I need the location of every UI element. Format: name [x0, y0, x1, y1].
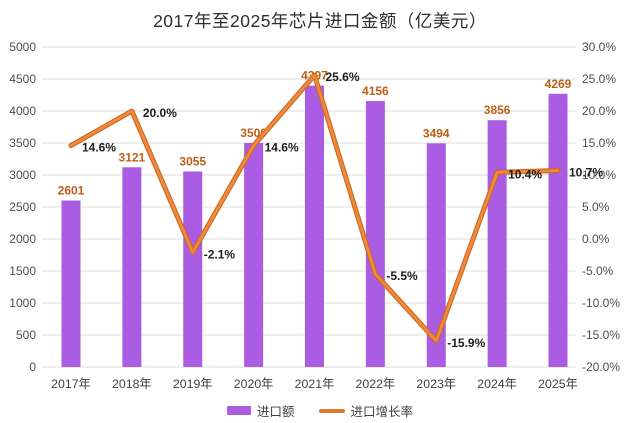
- line-value-label: 25.6%: [326, 70, 360, 84]
- left-axis-tick: 5000: [9, 40, 36, 54]
- bar-2019年: [183, 171, 203, 367]
- legend-item-imports: 进口额: [226, 401, 295, 420]
- line-value-label: -15.9%: [447, 336, 485, 350]
- legend-label-growth: 进口增长率: [350, 405, 414, 419]
- legend-label-imports: 进口额: [256, 405, 295, 419]
- line-value-label: -5.5%: [386, 269, 418, 283]
- x-axis-label: 2017年: [51, 377, 91, 391]
- bar-2024年: [487, 120, 507, 367]
- line-value-label: -2.1%: [204, 247, 236, 261]
- chart-title: 2017年至2025年芯片进口金额（亿美元）: [153, 11, 487, 31]
- bar-2020年: [244, 143, 264, 367]
- x-axis-label: 2021年: [295, 377, 335, 391]
- bar-swatch-icon: [226, 406, 251, 415]
- right-axis-tick: 5.0%: [582, 200, 610, 214]
- bar-2021年: [305, 85, 324, 367]
- line-value-label: 10.4%: [508, 167, 542, 181]
- x-axis-label: 2025年: [538, 377, 578, 391]
- line-swatch-icon: [318, 408, 345, 413]
- x-axis-label: 2024年: [477, 377, 517, 391]
- right-axis-tick: 30.0%: [582, 40, 616, 54]
- right-axis-tick: 20.0%: [582, 104, 616, 118]
- right-axis-tick: -10.0%: [582, 296, 620, 310]
- bar-value-label: 3055: [179, 154, 206, 168]
- left-axis-tick: 1500: [9, 264, 36, 278]
- legend-item-growth: 进口增长率: [318, 401, 414, 420]
- left-axis-tick: 1000: [9, 296, 36, 310]
- x-axis-label: 2019年: [173, 377, 213, 391]
- left-axis-tick: 3500: [9, 136, 36, 150]
- x-axis-label: 2020年: [234, 377, 274, 391]
- left-axis-tick: 0: [29, 360, 36, 374]
- right-axis-tick: -5.0%: [582, 264, 614, 278]
- left-axis-tick: 3000: [9, 168, 36, 182]
- line-value-label: 10.7%: [569, 166, 603, 180]
- x-axis-label: 2023年: [416, 377, 456, 391]
- left-axis-tick: 4000: [9, 104, 36, 118]
- left-axis-tick: 2500: [9, 200, 36, 214]
- right-axis-tick: 25.0%: [582, 72, 616, 86]
- line-value-label: 20.0%: [143, 106, 177, 120]
- x-axis-label: 2022年: [356, 377, 396, 391]
- left-axis-tick: 4500: [9, 72, 36, 86]
- left-axis-tick: 500: [16, 328, 36, 342]
- bar-value-label: 3121: [119, 150, 146, 164]
- bar-2018年: [122, 167, 142, 367]
- x-axis-label: 2018年: [112, 377, 152, 391]
- bar-value-label: 4269: [545, 77, 572, 91]
- bar-2022年: [365, 101, 385, 368]
- bar-value-label: 2601: [58, 184, 85, 198]
- left-axis-tick: 2000: [9, 232, 36, 246]
- bar-2023年: [426, 143, 446, 367]
- line-value-label: 14.6%: [82, 141, 116, 155]
- bar-2017年: [61, 200, 81, 367]
- bar-value-label: 4156: [362, 84, 389, 98]
- legend: 进口额 进口增长率: [0, 401, 640, 420]
- right-axis-tick: 15.0%: [582, 136, 616, 150]
- bar-value-label: 3494: [423, 126, 450, 140]
- line-value-label: 14.6%: [265, 141, 299, 155]
- right-axis-tick: -15.0%: [582, 328, 620, 342]
- right-axis-tick: 0.0%: [582, 232, 610, 246]
- bar-value-label: 3856: [484, 103, 511, 117]
- right-axis-tick: -20.0%: [582, 360, 620, 374]
- bar-2025年: [548, 93, 568, 367]
- growth-line: [69, 73, 560, 343]
- right-axis-tick: 10.0%: [582, 168, 616, 182]
